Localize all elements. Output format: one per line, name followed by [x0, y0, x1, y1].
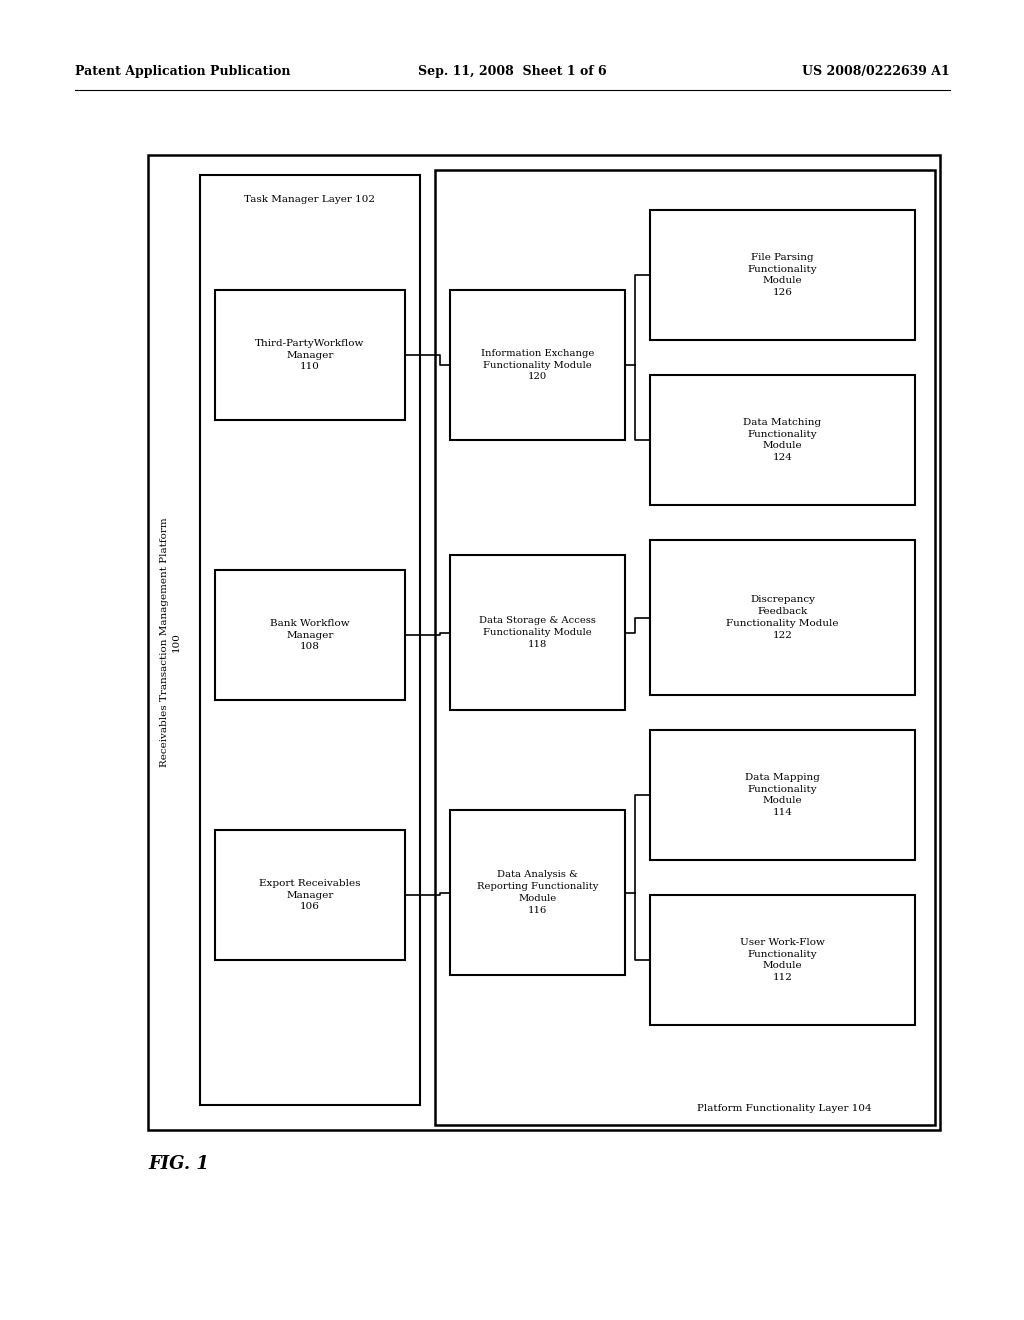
Bar: [200, 176, 420, 1105]
Text: Export Receivables
Manager
106: Export Receivables Manager 106: [259, 879, 360, 911]
Bar: [650, 210, 915, 341]
Text: Third-PartyWorkflow
Manager
110: Third-PartyWorkflow Manager 110: [255, 339, 365, 371]
Text: Platform Functionality Layer 104: Platform Functionality Layer 104: [696, 1104, 871, 1113]
Bar: [650, 375, 915, 506]
Bar: [215, 830, 406, 960]
Bar: [435, 170, 935, 1125]
Bar: [650, 895, 915, 1026]
Text: Receivables Transaction Management Platform
100: Receivables Transaction Management Platf…: [160, 517, 180, 767]
Text: Task Manager Layer 102: Task Manager Layer 102: [245, 195, 376, 205]
Text: Bank Workflow
Manager
108: Bank Workflow Manager 108: [270, 619, 350, 651]
Bar: [148, 154, 940, 1130]
Bar: [215, 570, 406, 700]
Bar: [450, 810, 625, 975]
Bar: [450, 290, 625, 440]
Text: Information Exchange
Functionality Module
120: Information Exchange Functionality Modul…: [481, 348, 594, 381]
Bar: [215, 290, 406, 420]
Text: US 2008/0222639 A1: US 2008/0222639 A1: [802, 66, 950, 78]
Text: Sep. 11, 2008  Sheet 1 of 6: Sep. 11, 2008 Sheet 1 of 6: [418, 66, 606, 78]
Text: Data Storage & Access
Functionality Module
118: Data Storage & Access Functionality Modu…: [479, 616, 596, 649]
Text: Data Analysis &
Reporting Functionality
Module
116: Data Analysis & Reporting Functionality …: [477, 870, 598, 915]
Text: Patent Application Publication: Patent Application Publication: [75, 66, 291, 78]
Text: User Work-Flow
Functionality
Module
112: User Work-Flow Functionality Module 112: [740, 937, 825, 982]
Bar: [450, 554, 625, 710]
Text: Data Matching
Functionality
Module
124: Data Matching Functionality Module 124: [743, 418, 821, 462]
Text: File Parsing
Functionality
Module
126: File Parsing Functionality Module 126: [748, 253, 817, 297]
Bar: [650, 540, 915, 696]
Bar: [638, 190, 930, 1125]
Text: Discrepancy
Feedback
Functionality Module
122: Discrepancy Feedback Functionality Modul…: [726, 595, 839, 640]
Text: Data Mapping
Functionality
Module
114: Data Mapping Functionality Module 114: [745, 772, 820, 817]
Text: FIG. 1: FIG. 1: [148, 1155, 209, 1173]
Bar: [650, 730, 915, 861]
